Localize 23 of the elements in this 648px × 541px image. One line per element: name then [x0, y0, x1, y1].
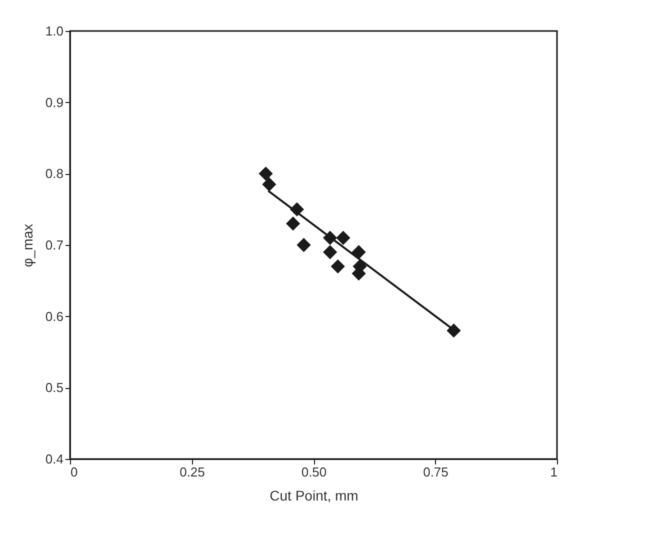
y-tick-label: 0.5	[45, 380, 64, 396]
point	[336, 230, 350, 245]
y-tick-label: 1.0	[45, 24, 64, 38]
x-tick-label: 0	[70, 464, 78, 480]
point	[322, 245, 338, 260]
y-tick-label: 0.9	[45, 94, 64, 110]
x-axis-title: Cut Point, mm	[270, 488, 358, 504]
x-tick-label: 0.75	[423, 464, 448, 480]
point	[262, 177, 276, 192]
y-tick-label: 0.8	[45, 166, 64, 182]
x-tick-label: 0.50	[301, 464, 327, 480]
point	[352, 245, 366, 260]
point	[330, 259, 345, 274]
x-tick-label: 1	[550, 464, 558, 480]
point	[258, 166, 273, 181]
x-tick-label: 0.25	[180, 464, 205, 480]
y-tick-label: 0.4	[45, 452, 64, 466]
point	[446, 324, 461, 338]
point	[286, 216, 300, 231]
y-tick-label: 0.7	[45, 238, 64, 252]
y-axis-title: φ_max	[19, 224, 36, 268]
y-tick-label: 0.6	[45, 308, 64, 324]
point	[296, 238, 311, 252]
